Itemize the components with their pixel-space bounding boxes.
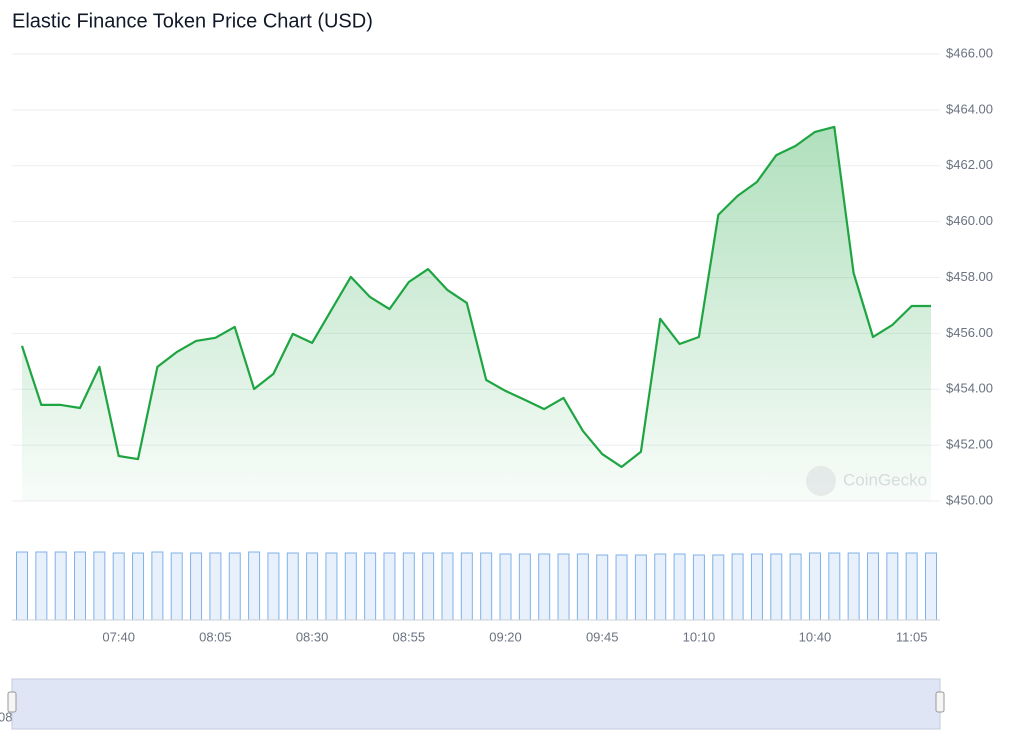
volume-bar bbox=[557, 553, 570, 621]
x-tick-label: 10:40 bbox=[799, 629, 832, 644]
volume-bar bbox=[634, 554, 647, 621]
volume-bar bbox=[925, 552, 937, 621]
volume-bar bbox=[441, 552, 454, 621]
volume-bar bbox=[886, 552, 899, 621]
volume-bar bbox=[344, 552, 357, 621]
volume-bar bbox=[789, 553, 802, 621]
volume-bar bbox=[847, 552, 860, 621]
x-tick-label: 08:05 bbox=[199, 629, 232, 644]
volume-bar bbox=[770, 553, 783, 621]
volume-bar bbox=[692, 554, 705, 621]
volume-bar bbox=[596, 554, 609, 621]
volume-bar bbox=[112, 552, 125, 621]
price-line bbox=[20, 125, 931, 468]
volume-bar bbox=[576, 553, 589, 621]
volume-bar bbox=[364, 552, 377, 621]
x-tick-label: 11:05 bbox=[896, 629, 928, 644]
y-tick-label: $466.00 bbox=[946, 45, 993, 60]
volume-bar bbox=[615, 554, 628, 621]
volume-bar bbox=[518, 553, 531, 621]
volume-bar bbox=[712, 554, 725, 621]
x-tick-label: 10:10 bbox=[683, 629, 716, 644]
volume-bar bbox=[74, 551, 87, 621]
volume-bar bbox=[383, 552, 396, 621]
x-tick-label: 07:40 bbox=[102, 629, 135, 644]
y-tick-label: $452.00 bbox=[946, 437, 993, 452]
volume-bar bbox=[306, 552, 319, 621]
chart-title: Elastic Finance Token Price Chart (USD) bbox=[12, 10, 373, 32]
volume-bar bbox=[538, 553, 551, 621]
y-tick-label: $454.00 bbox=[946, 381, 993, 396]
volume-bar bbox=[228, 552, 241, 621]
x-tick-label: 08:55 bbox=[393, 629, 426, 644]
x-tick-label: 09:20 bbox=[489, 629, 522, 644]
volume-bar bbox=[93, 551, 106, 621]
volume-bar bbox=[170, 552, 183, 621]
price-area bbox=[22, 126, 931, 502]
volume-bar bbox=[460, 552, 473, 621]
watermark-text: CoinGecko bbox=[843, 470, 927, 489]
x-tick-label: 08:30 bbox=[296, 629, 329, 644]
volume-bar bbox=[325, 552, 338, 621]
watermark-logo bbox=[806, 466, 836, 496]
volume-bar bbox=[499, 553, 512, 621]
volume-bar bbox=[673, 553, 686, 621]
volume-bar bbox=[286, 552, 299, 621]
volume-bar bbox=[209, 552, 222, 621]
volume-bar bbox=[480, 552, 493, 621]
volume-bar bbox=[402, 552, 415, 621]
y-tick-label: $462.00 bbox=[946, 157, 993, 172]
volume-bar bbox=[808, 552, 821, 621]
volume-bar bbox=[750, 553, 763, 621]
volume-bar bbox=[905, 552, 918, 621]
volume-bar bbox=[151, 551, 164, 621]
navigator-handle[interactable] bbox=[7, 691, 17, 713]
volume-bar bbox=[828, 552, 841, 621]
x-tick-label: 09:45 bbox=[586, 629, 619, 644]
volume-bar bbox=[731, 553, 744, 621]
volume-bar bbox=[248, 551, 261, 621]
volume-bar bbox=[16, 551, 28, 621]
volume-bar bbox=[267, 552, 280, 621]
y-tick-label: $464.00 bbox=[946, 101, 993, 116]
y-tick-label: $458.00 bbox=[946, 269, 993, 284]
volume-bar bbox=[654, 553, 667, 621]
volume-bar bbox=[54, 551, 67, 621]
volume-bar bbox=[132, 552, 145, 621]
volume-bar bbox=[35, 551, 48, 621]
y-tick-label: $460.00 bbox=[946, 213, 993, 228]
volume-bar bbox=[866, 552, 879, 621]
watermark: CoinGecko bbox=[806, 466, 927, 496]
y-tick-label: $456.00 bbox=[946, 325, 993, 340]
navigator-background bbox=[11, 678, 941, 730]
volume-bar bbox=[422, 552, 435, 621]
navigator-handle[interactable] bbox=[935, 691, 945, 713]
y-tick-label: $450.00 bbox=[946, 492, 993, 507]
volume-bar bbox=[190, 552, 203, 621]
